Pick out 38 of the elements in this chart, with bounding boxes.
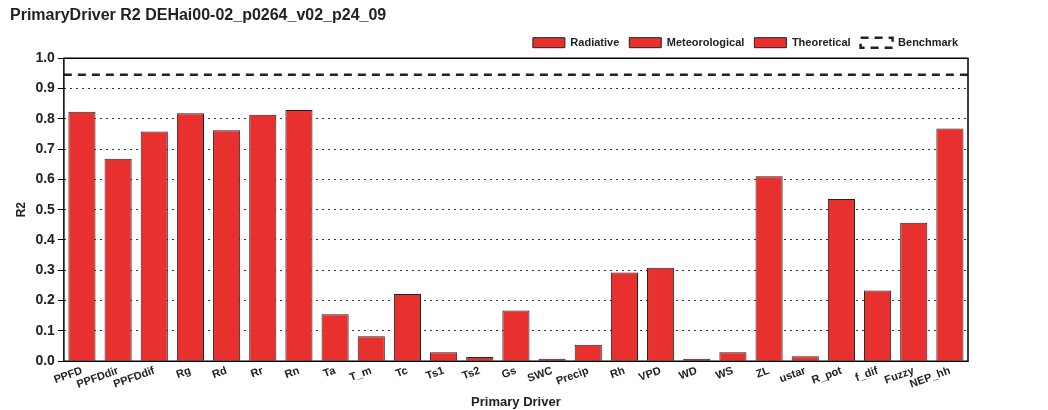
x-tick-label: Rg (174, 363, 193, 381)
x-tick-label: R_pot (809, 363, 844, 386)
y-tick-label: 0.4 (35, 230, 56, 247)
y-tick-label: 0.6 (35, 170, 56, 187)
legend-label: Theoretical (791, 35, 851, 48)
x-axis-title: Primary Driver (471, 393, 561, 409)
x-tick-label: Gs (499, 363, 518, 381)
x-tick-label: Tc (393, 363, 410, 380)
x-tick-label: ustar (777, 363, 808, 385)
y-tick-label: 0.3 (35, 261, 56, 278)
x-tick-label: f_dif (853, 363, 880, 384)
x-tick-label: WD (677, 363, 699, 382)
x-tick-label: Rh (608, 363, 627, 381)
y-tick-label: 0.2 (35, 291, 56, 308)
x-tick-label: ZL (754, 363, 772, 380)
legend-label: Radiative (570, 35, 620, 48)
y-tick-label: 0.7 (35, 139, 56, 156)
y-axis-title: R2 (13, 201, 28, 218)
y-tick-label: 0.9 (35, 79, 56, 96)
y-tick-label: 1.0 (35, 49, 56, 66)
x-tick-label: SWC (525, 363, 554, 384)
x-tick-label: T_m (347, 363, 374, 383)
chart-title: PrimaryDriver R2 DEHai00-02_p0264_v02_p24_09 (10, 6, 387, 24)
x-tick-label: Ts1 (424, 363, 446, 382)
x-tick-label: WS (713, 363, 735, 382)
y-tick-label: 0.0 (35, 352, 56, 369)
x-tick-label: Ta (321, 363, 338, 380)
y-tick-label: 0.8 (35, 109, 56, 126)
x-tick-label: Rr (248, 363, 266, 380)
x-tick-label: Rd (210, 363, 229, 381)
x-tick-label: VPD (636, 363, 663, 383)
x-tick-label: Rn (282, 363, 301, 381)
y-tick-label: 0.5 (35, 200, 56, 217)
y-tick-label: 0.1 (35, 321, 56, 338)
legend-label: Benchmark (898, 35, 959, 48)
x-tick-label: Precip (554, 363, 591, 387)
x-tick-label: Ts2 (460, 363, 482, 382)
legend-label: Meteorological (666, 35, 745, 48)
